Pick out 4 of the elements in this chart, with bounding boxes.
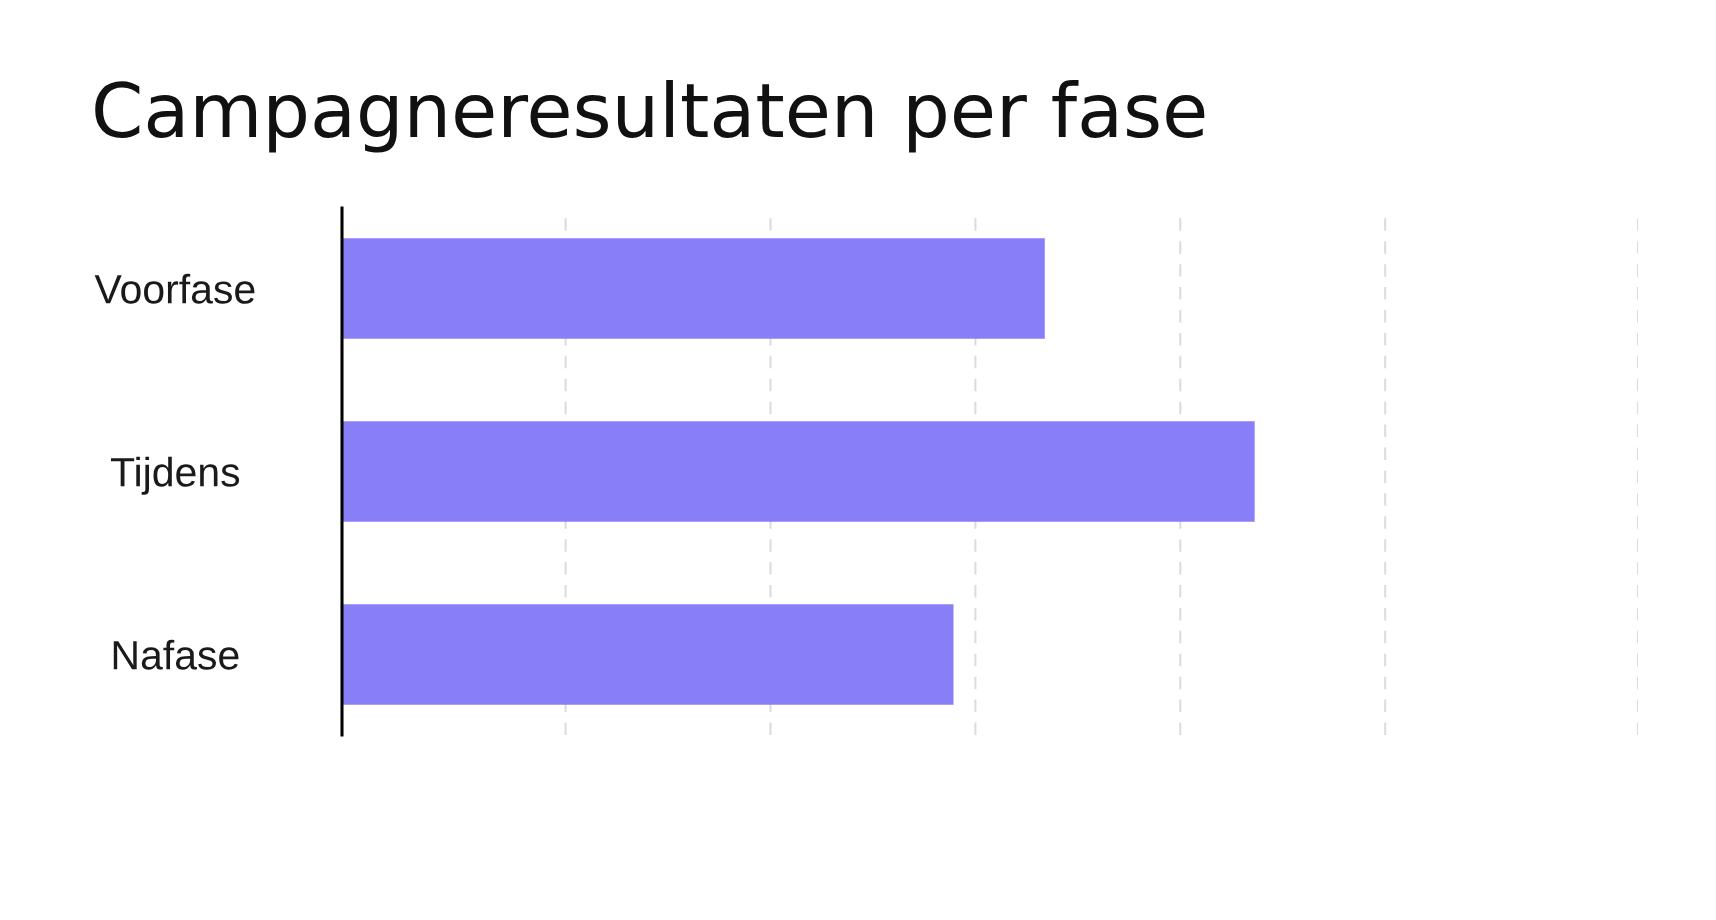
y-tick-label: Nafase bbox=[113, 639, 239, 670]
y-tick-label: Tijdens bbox=[110, 456, 240, 495]
chart-title: Campagneresultaten per fase bbox=[95, 80, 1205, 153]
y-tick-label: Voorfase bbox=[94, 273, 255, 304]
